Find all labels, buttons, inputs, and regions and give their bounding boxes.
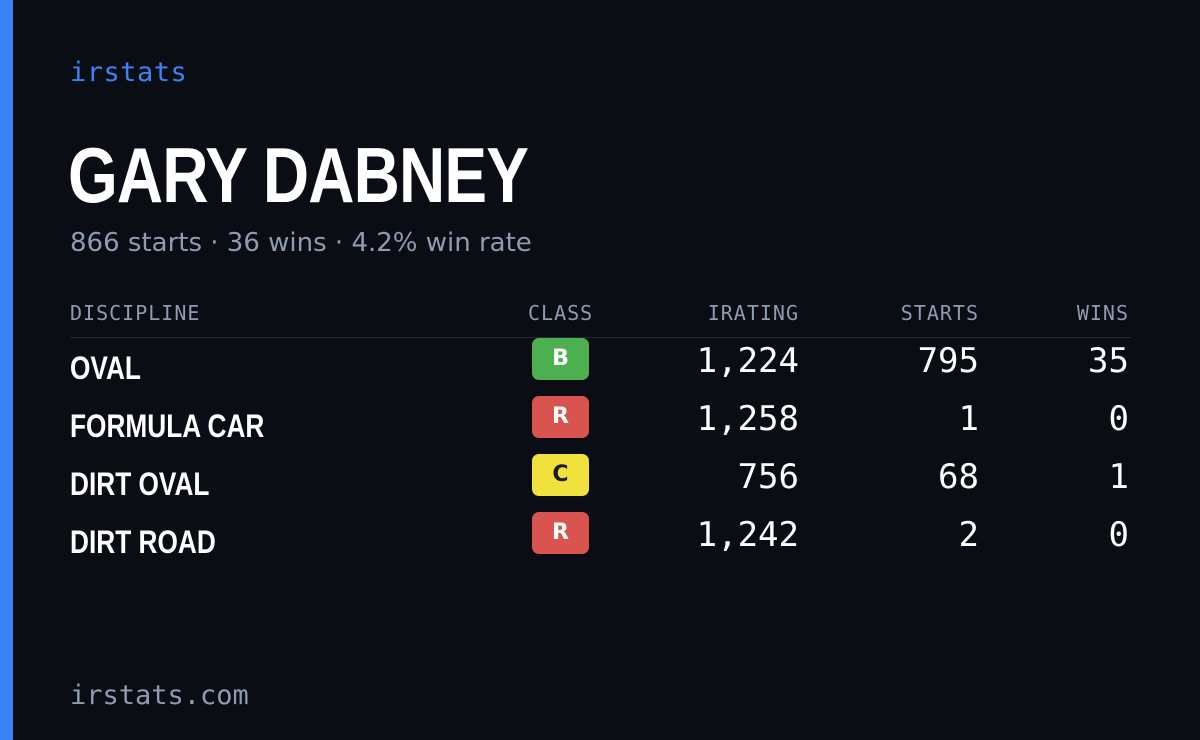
wins-value: 0 (1108, 515, 1129, 555)
class-badge: R (532, 396, 589, 438)
irating-value: 756 (737, 457, 799, 497)
table-row: FORMULA CAR R 1,258 1 0 (70, 396, 1131, 454)
wins-value: 1 (1108, 457, 1129, 497)
header-irating: IRATING (707, 301, 799, 325)
starts-value: 68 (938, 457, 979, 497)
wins-value: 35 (1088, 341, 1129, 381)
class-badge: C (532, 454, 589, 496)
player-summary: 866 starts · 36 wins · 4.2% win rate (70, 228, 532, 258)
class-badge: R (532, 512, 589, 554)
discipline-name: OVAL (70, 350, 141, 386)
starts-value: 795 (917, 341, 979, 381)
table-header: DISCIPLINE CLASS IRATING STARTS WINS (70, 296, 1131, 338)
ratings-table: DISCIPLINE CLASS IRATING STARTS WINS OVA… (70, 296, 1131, 570)
table-row: OVAL B 1,224 795 35 (70, 338, 1131, 396)
discipline-name: DIRT OVAL (70, 466, 210, 502)
header-class: CLASS (528, 301, 594, 325)
brand-logo: irstats (70, 57, 188, 88)
class-badge: B (532, 338, 589, 380)
header-wins: WINS (1076, 301, 1129, 325)
footer-url[interactable]: irstats.com (70, 680, 249, 711)
header-discipline: DISCIPLINE (70, 301, 201, 325)
discipline-name: DIRT ROAD (70, 524, 216, 560)
wins-value: 0 (1108, 399, 1129, 439)
irating-value: 1,224 (696, 341, 799, 381)
discipline-name: FORMULA CAR (70, 408, 265, 444)
player-name: GARY DABNEY (68, 131, 529, 219)
table-row: DIRT OVAL C 756 68 1 (70, 454, 1131, 512)
irating-value: 1,258 (696, 399, 799, 439)
table-row: DIRT ROAD R 1,242 2 0 (70, 512, 1131, 570)
header-starts: STARTS (900, 301, 979, 325)
accent-bar (0, 0, 13, 740)
starts-value: 2 (958, 515, 979, 555)
irating-value: 1,242 (696, 515, 799, 555)
starts-value: 1 (958, 399, 979, 439)
